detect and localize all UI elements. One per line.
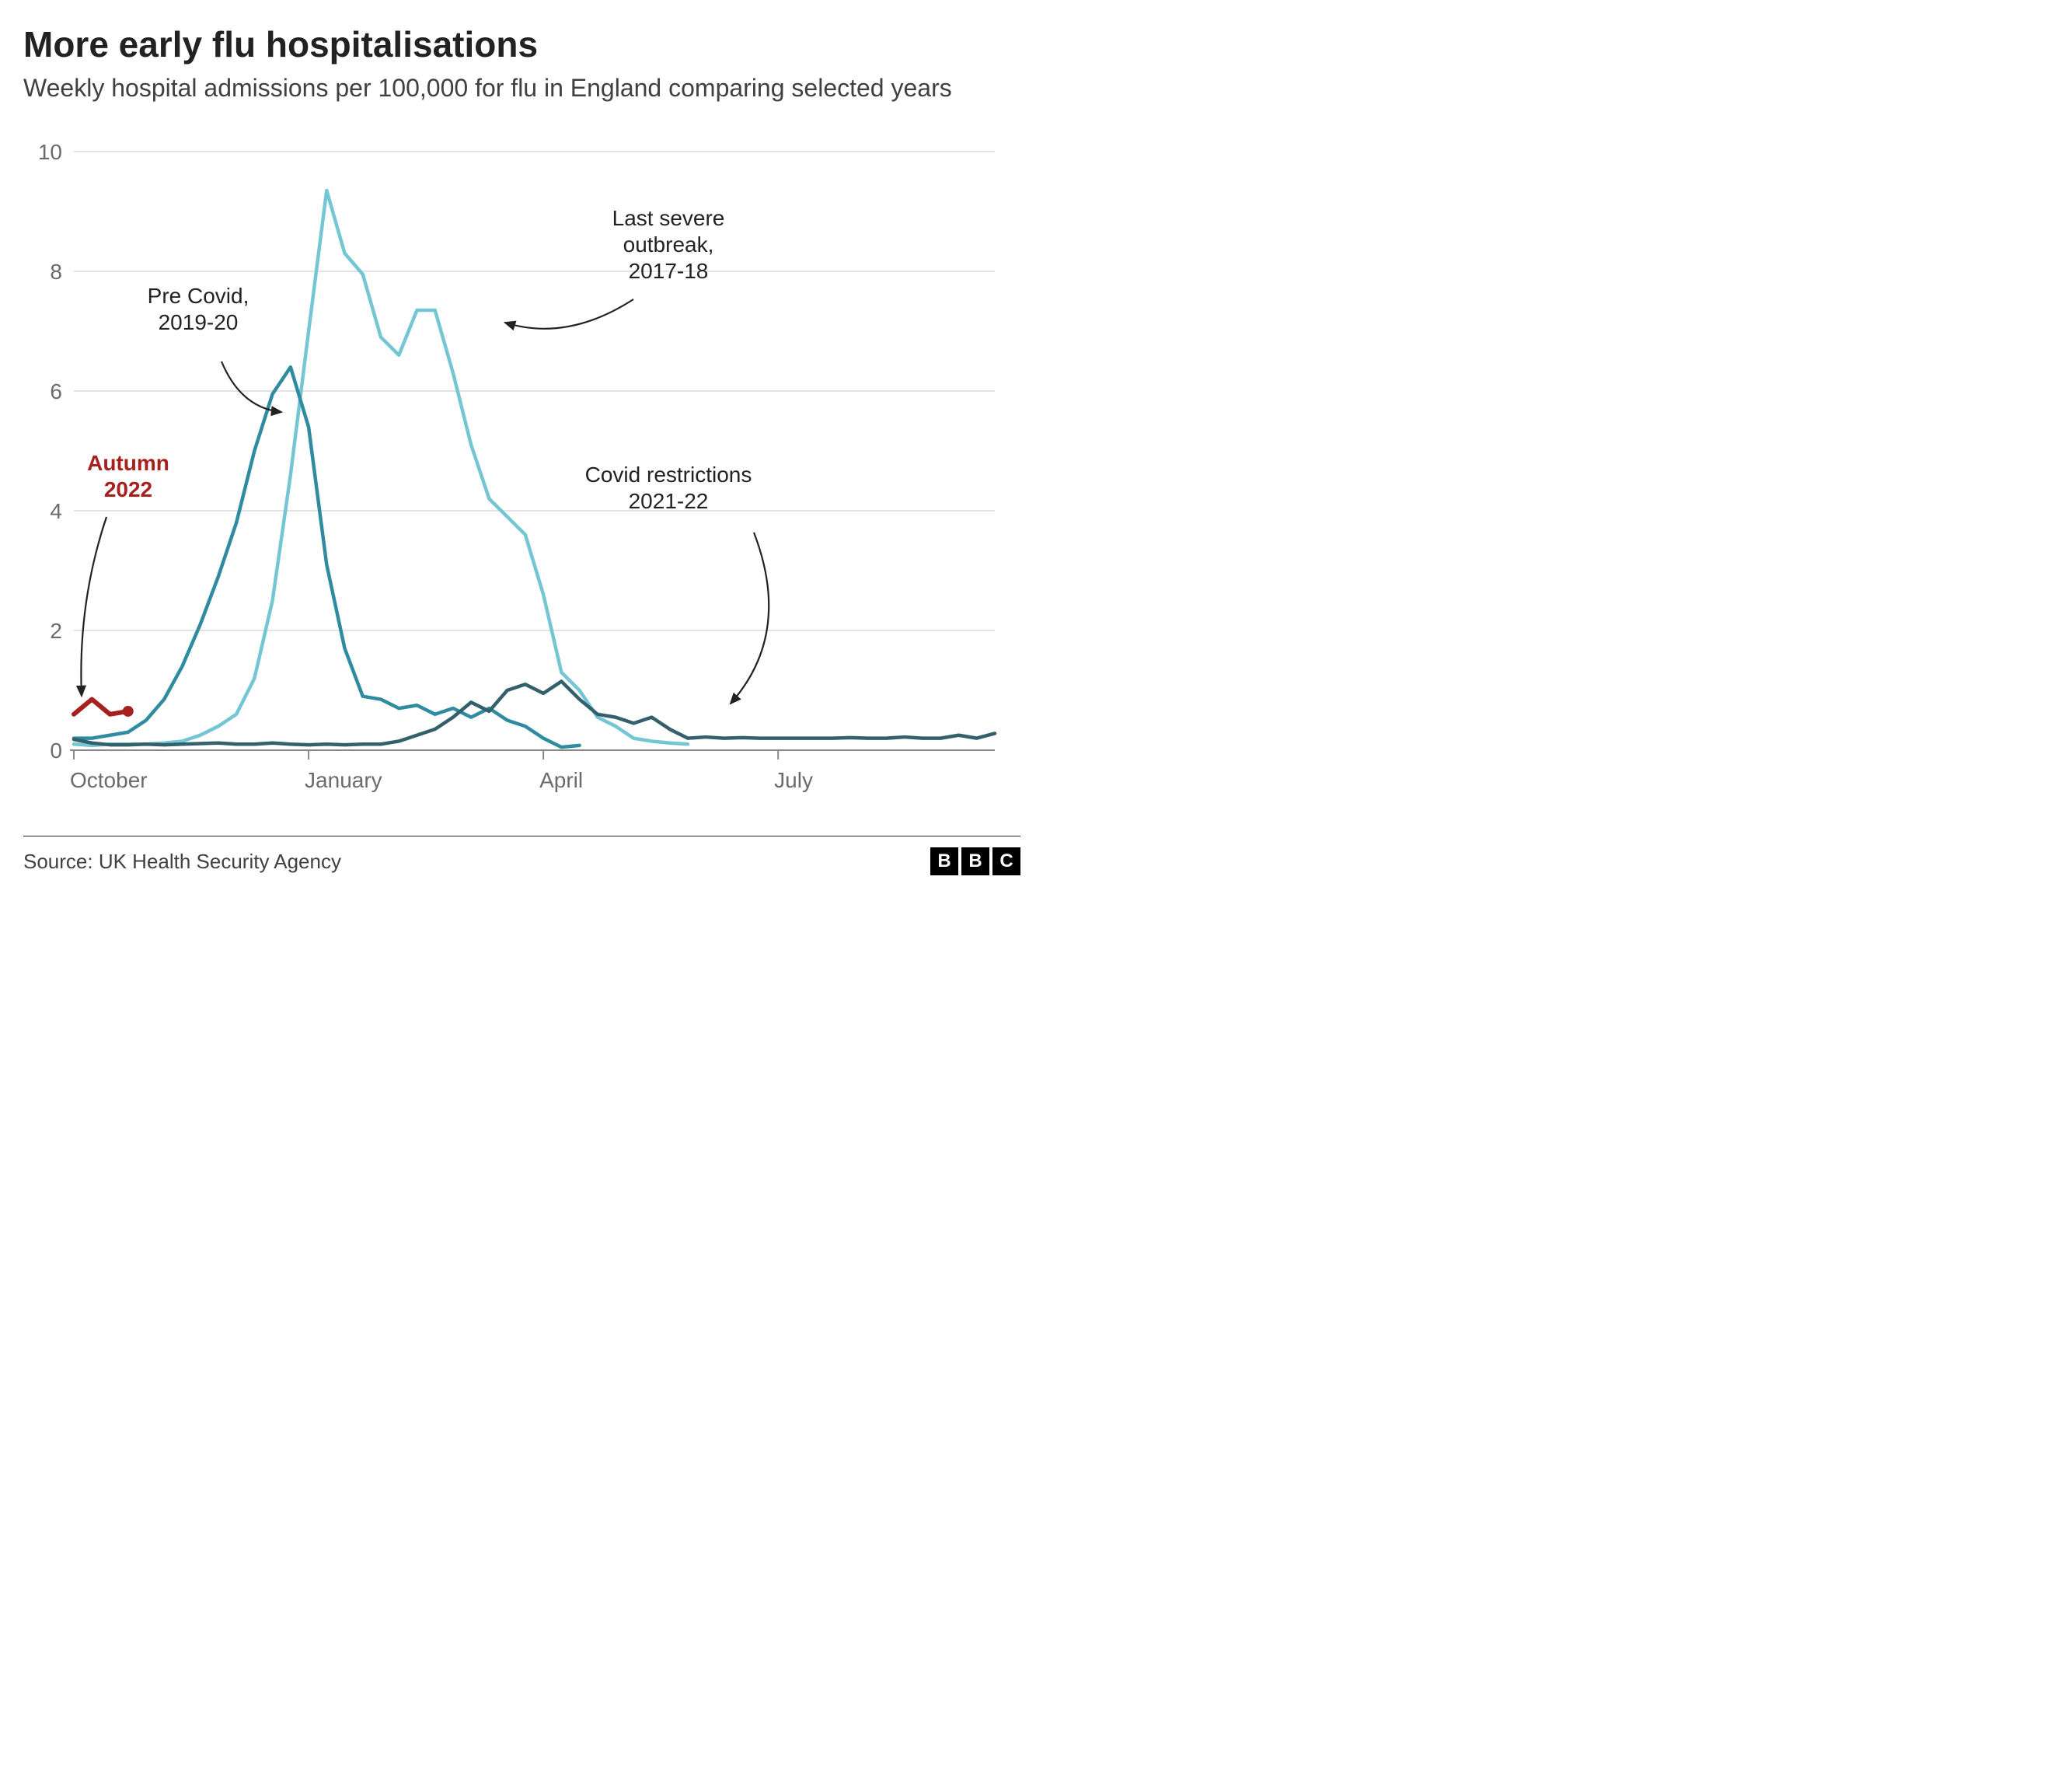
series-marker (123, 706, 134, 717)
annotation-label: 2019-20 (159, 310, 239, 334)
series-s2019_20 (74, 367, 580, 747)
y-tick-label: 2 (50, 619, 62, 643)
annotation-label: outbreak, (623, 232, 714, 257)
logo-letter: C (992, 847, 1020, 875)
x-tick-label: April (539, 768, 583, 792)
x-tick-label: July (774, 768, 813, 792)
annotation-label: 2022 (104, 477, 152, 501)
source-text: Source: UK Health Security Agency (23, 850, 341, 874)
series-s2021_22 (74, 682, 995, 746)
chart-subtitle: Weekly hospital admissions per 100,000 f… (23, 72, 1020, 105)
logo-letter: B (930, 847, 958, 875)
y-tick-label: 8 (50, 260, 62, 284)
annotation-label: 2017-18 (629, 259, 709, 283)
y-tick-label: 6 (50, 379, 62, 403)
annotation-arrow (505, 299, 633, 329)
x-tick-label: January (305, 768, 382, 792)
y-tick-label: 4 (50, 499, 62, 523)
annotation-label: 2021-22 (629, 489, 709, 513)
annotation-arrow (222, 361, 281, 412)
annotation-label: Autumn (87, 451, 169, 475)
annotation-arrow (731, 533, 769, 704)
chart-title: More early flu hospitalisations (23, 23, 1020, 65)
x-tick-label: October (70, 768, 148, 792)
annotation-arrow (81, 517, 106, 696)
annotation-label: Covid restrictions (585, 463, 752, 487)
y-tick-label: 0 (50, 739, 62, 763)
annotation-label: Last severe (612, 206, 725, 230)
logo-letter: B (961, 847, 989, 875)
chart-footer: Source: UK Health Security Agency B B C (23, 836, 1020, 875)
y-tick-label: 10 (38, 140, 62, 164)
annotation-label: Pre Covid, (148, 284, 249, 308)
bbc-logo: B B C (930, 847, 1020, 875)
chart-area: 0 2 4 6 8 10 October January April July Autumn2022… (23, 136, 1018, 820)
series-s2022 (74, 700, 128, 714)
